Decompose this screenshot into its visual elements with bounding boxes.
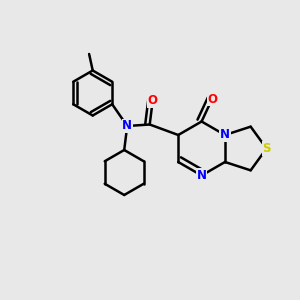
Text: O: O (207, 92, 217, 106)
Text: N: N (220, 128, 230, 142)
Text: S: S (262, 142, 271, 155)
Text: O: O (148, 94, 158, 107)
Text: N: N (122, 119, 132, 133)
Text: N: N (196, 169, 207, 182)
